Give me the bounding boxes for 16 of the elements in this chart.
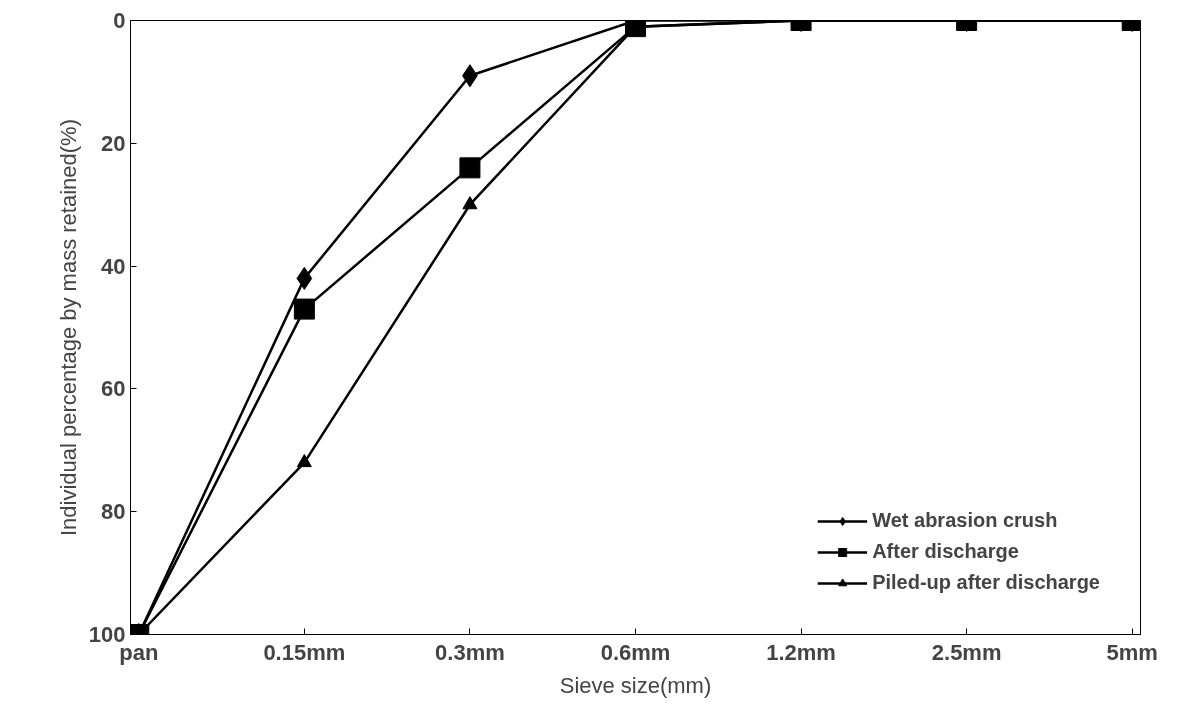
legend-label: Wet abrasion crush [872, 509, 1058, 532]
y-tick-label: 60 [101, 376, 126, 402]
legend-label: Piled-up after discharge [872, 571, 1100, 594]
x-tick-label: 0.3mm [435, 639, 505, 665]
y-tick-label: 20 [101, 130, 126, 156]
y-tick-label: 40 [101, 253, 126, 279]
x-tick-label: 0.15mm [263, 639, 346, 665]
x-tick-label: 5mm [1106, 639, 1158, 665]
y-tick-label: 0 [113, 8, 126, 33]
x-axis-title: Sieve size(mm) [559, 672, 712, 698]
x-tick-label: 1.2mm [766, 639, 836, 665]
x-tick-label: 0.6mm [600, 639, 671, 665]
y-axis-title: Individual percentage by mass retained(%) [55, 118, 81, 536]
x-tick-label: 2.5mm [931, 639, 1002, 665]
legend-label: After discharge [872, 540, 1019, 563]
y-tick-label: 80 [101, 499, 126, 525]
